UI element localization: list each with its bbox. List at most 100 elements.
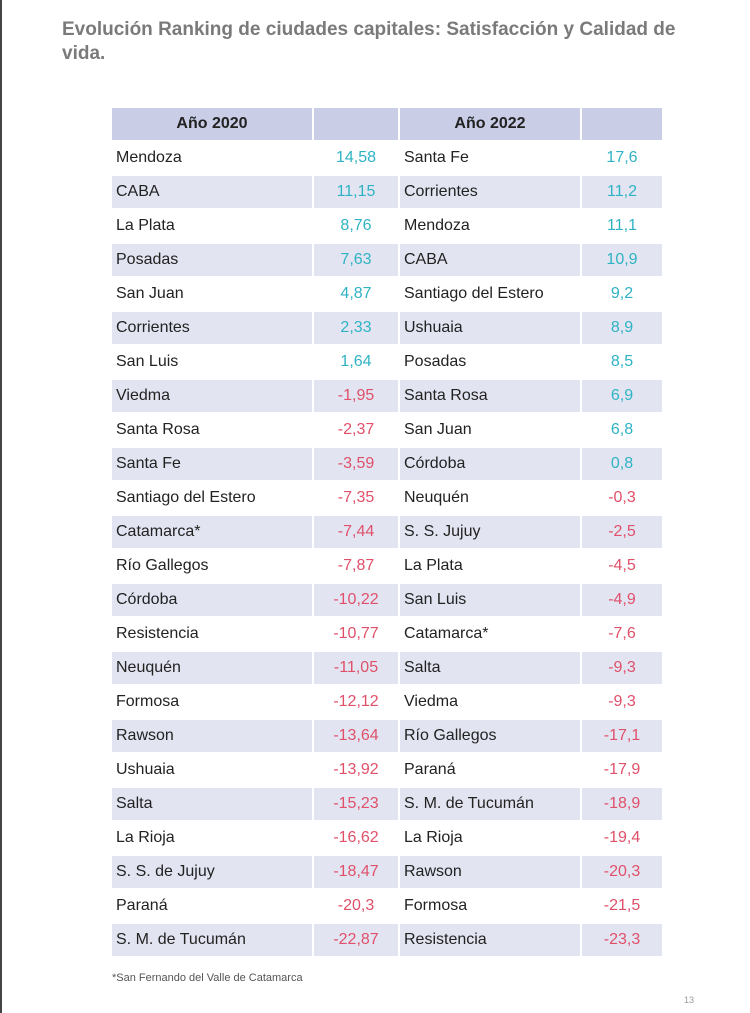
city-cell: Rawson [400,856,580,888]
value-cell: -20,3 [582,856,662,888]
value-cell: -1,95 [314,380,398,412]
city-cell: Córdoba [400,448,580,480]
city-cell: Río Gallegos [400,720,580,752]
city-cell: La Rioja [400,822,580,854]
table-row: La Rioja -16,62 La Rioja -19,4 [112,822,662,854]
value-cell: -9,3 [582,686,662,718]
city-cell: Mendoza [400,210,580,242]
city-cell: S. S. de Jujuy [112,856,312,888]
city-cell: Formosa [112,686,312,718]
value-cell: -7,6 [582,618,662,650]
header-row: Año 2020 Año 2022 [112,108,662,140]
table-row: Paraná -20,3 Formosa -21,5 [112,890,662,922]
value-cell: 14,58 [314,142,398,174]
value-cell: -2,5 [582,516,662,548]
city-cell: S. M. de Tucumán [400,788,580,820]
city-cell: La Plata [112,210,312,242]
city-cell: Viedma [112,380,312,412]
table-row: S. S. de Jujuy -18,47 Rawson -20,3 [112,856,662,888]
value-cell: -3,59 [314,448,398,480]
city-cell: CABA [112,176,312,208]
city-cell: Ushuaia [400,312,580,344]
title: Evolución Ranking de ciudades capitales:… [62,19,676,64]
table-row: Córdoba -10,22 San Luis -4,9 [112,584,662,616]
table-row: Santiago del Estero -7,35 Neuquén -0,3 [112,482,662,514]
value-cell: 1,64 [314,346,398,378]
value-cell: -22,87 [314,924,398,956]
city-cell: San Luis [400,584,580,616]
value-cell: 9,2 [582,278,662,310]
value-cell: -12,12 [314,686,398,718]
value-cell: -9,3 [582,652,662,684]
table-row: Ushuaia -13,92 Paraná -17,9 [112,754,662,786]
city-cell: San Juan [112,278,312,310]
table-row: Santa Fe -3,59 Córdoba 0,8 [112,448,662,480]
city-cell: Neuquén [112,652,312,684]
table-row: Formosa -12,12 Viedma -9,3 [112,686,662,718]
city-cell: Resistencia [400,924,580,956]
value-cell: 11,15 [314,176,398,208]
city-cell: Paraná [400,754,580,786]
city-cell: Santiago del Estero [400,278,580,310]
city-cell: CABA [400,244,580,276]
value-cell: 11,1 [582,210,662,242]
footnote: *San Fernando del Valle de Catamarca [112,972,303,984]
value-cell: 17,6 [582,142,662,174]
value-cell: -19,4 [582,822,662,854]
page-number: 13 [684,995,695,1005]
value-cell: 6,9 [582,380,662,412]
city-cell: Santa Rosa [400,380,580,412]
city-cell: Santiago del Estero [112,482,312,514]
value-cell: -0,3 [582,482,662,514]
table-row: CABA 11,15 Corrientes 11,2 [112,176,662,208]
city-cell: Ushuaia [112,754,312,786]
table-row: Resistencia -10,77 Catamarca* -7,6 [112,618,662,650]
city-cell: Formosa [400,890,580,922]
city-cell: Salta [112,788,312,820]
value-cell: -7,35 [314,482,398,514]
value-cell: -13,64 [314,720,398,752]
city-cell: Salta [400,652,580,684]
table-row: Río Gallegos -7,87 La Plata -4,5 [112,550,662,582]
value-cell: 10,9 [582,244,662,276]
city-cell: Corrientes [112,312,312,344]
table-row: Rawson -13,64 Río Gallegos -17,1 [112,720,662,752]
table-row: San Luis 1,64 Posadas 8,5 [112,346,662,378]
city-cell: San Luis [112,346,312,378]
city-cell: Paraná [112,890,312,922]
value-cell: -7,87 [314,550,398,582]
city-cell: Mendoza [112,142,312,174]
value-cell: -17,1 [582,720,662,752]
city-cell: Catamarca* [112,516,312,548]
value-cell: -18,9 [582,788,662,820]
city-cell: Resistencia [112,618,312,650]
city-cell: Santa Rosa [112,414,312,446]
header-cell [314,108,398,140]
ranking-table: Año 2020 Año 2022 Mendoza 14,58 Santa Fe 17… [110,106,664,958]
value-cell: -21,5 [582,890,662,922]
city-cell: S. S. Jujuy [400,516,580,548]
table-row: Mendoza 14,58 Santa Fe 17,6 [112,142,662,174]
header-cell: Año 2020 [112,108,312,140]
table-row: La Plata 8,76 Mendoza 11,1 [112,210,662,242]
value-cell: -16,62 [314,822,398,854]
table-row: Salta -15,23 S. M. de Tucumán -18,9 [112,788,662,820]
value-cell: -7,44 [314,516,398,548]
value-cell: -15,23 [314,788,398,820]
header-cell [582,108,662,140]
table-row: Posadas 7,63 CABA 10,9 [112,244,662,276]
value-cell: -13,92 [314,754,398,786]
table-row: Neuquén -11,05 Salta -9,3 [112,652,662,684]
table-body: Año 2020 Año 2022 Mendoza 14,58 Santa Fe 17… [112,108,662,956]
city-cell: Corrientes [400,176,580,208]
value-cell: 2,33 [314,312,398,344]
value-cell: 8,9 [582,312,662,344]
value-cell: 0,8 [582,448,662,480]
city-cell: Córdoba [112,584,312,616]
table-row: Catamarca* -7,44 S. S. Jujuy -2,5 [112,516,662,548]
city-cell: La Rioja [112,822,312,854]
value-cell: -20,3 [314,890,398,922]
value-cell: 4,87 [314,278,398,310]
city-cell: S. M. de Tucumán [112,924,312,956]
